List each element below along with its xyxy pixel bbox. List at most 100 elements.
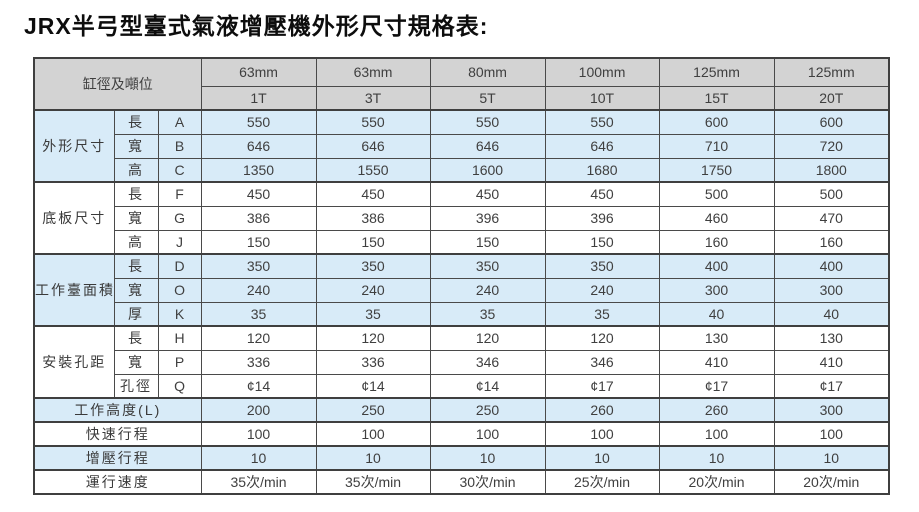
value-cell: 1550 [315,157,431,183]
value-cell: 100 [544,421,660,447]
value-cell: 450 [544,181,660,207]
value-cell: 1800 [773,157,890,183]
value-cell: 396 [429,205,546,231]
value-cell: 100 [773,421,890,447]
value-cell: 130 [773,325,890,351]
value-cell: 240 [544,277,660,303]
dim-label-cell: 孔徑 [113,373,159,399]
dim-label-cell: 寬 [113,277,159,303]
value-cell: 160 [658,229,775,255]
value-cell: 120 [200,325,317,351]
code-cell: Q [157,373,202,399]
value-cell: 240 [429,277,546,303]
group-label-cell: 底板尺寸 [33,181,115,255]
table-row: 增壓行程 10 10 10 10 10 10 [33,445,890,471]
code-cell: O [157,277,202,303]
dim-label-cell: 厚 [113,301,159,327]
value-cell: 646 [544,133,660,159]
value-cell: 100 [429,421,546,447]
value-cell: 130 [658,325,775,351]
header-bore-cell: 100mm [544,57,660,87]
dim-label-cell: 長 [113,325,159,351]
value-cell: 300 [773,397,890,423]
value-cell: 10 [200,445,317,471]
value-cell: 500 [658,181,775,207]
value-cell: 35 [315,301,431,327]
table-row: 寬 B 646 646 646 646 710 720 [34,133,890,159]
table-row: 高 J 150 150 150 150 160 160 [34,229,890,255]
dim-label-cell: 高 [113,229,159,255]
code-cell: P [157,349,202,375]
header-bore-cell: 125mm [773,57,890,87]
value-cell: 100 [658,421,775,447]
value-cell: 25次/min [544,469,660,495]
footer-label-cell: 工作高度(L) [33,397,202,423]
value-cell: 35 [544,301,660,327]
value-cell: 336 [200,349,317,375]
value-cell: 550 [544,109,660,135]
value-cell: ¢17 [773,373,890,399]
value-cell: 260 [544,397,660,423]
value-cell: 720 [773,133,890,159]
value-cell: 150 [315,229,431,255]
value-cell: 450 [200,181,317,207]
value-cell: 550 [315,109,431,135]
value-cell: ¢17 [658,373,775,399]
dim-label-cell: 高 [113,157,159,183]
value-cell: 150 [544,229,660,255]
value-cell: 35 [200,301,317,327]
code-cell: D [157,253,202,279]
value-cell: 100 [200,421,317,447]
value-cell: 410 [773,349,890,375]
value-cell: 20次/min [658,469,775,495]
header-tonnage-cell: 15T [658,85,775,111]
value-cell: 240 [200,277,317,303]
value-cell: 30次/min [429,469,546,495]
table-row: 寬 G 386 386 396 396 460 470 [34,205,890,231]
value-cell: 300 [658,277,775,303]
value-cell: 35次/min [200,469,317,495]
value-cell: 600 [773,109,890,135]
table-row: 外形尺寸長 A 550 550 550 550 600 600 [33,109,890,183]
footer-label-cell: 運行速度 [33,469,202,495]
value-cell: 350 [429,253,546,279]
value-cell: 350 [544,253,660,279]
table-row: 孔徑 Q ¢14 ¢14 ¢14 ¢17 ¢17 ¢17 [34,373,890,399]
value-cell: 410 [658,349,775,375]
value-cell: 300 [773,277,890,303]
value-cell: 250 [429,397,546,423]
header-tonnage-cell: 3T [315,85,431,111]
table-row: 運行速度 35次/min 35次/min 30次/min 25次/min 20次/min 2… [33,469,890,495]
value-cell: ¢17 [544,373,660,399]
value-cell: 120 [544,325,660,351]
group-label-cell: 安裝孔距 [33,325,115,399]
value-cell: 10 [544,445,660,471]
value-cell: 1750 [658,157,775,183]
code-cell: B [157,133,202,159]
value-cell: 260 [658,397,775,423]
value-cell: 386 [200,205,317,231]
table-row: 寬 O 240 240 240 240 300 300 [34,277,890,303]
value-cell: 1350 [200,157,317,183]
header-bore-cell: 125mm [658,57,775,87]
group-label-cell: 外形尺寸 [33,109,115,183]
value-cell: 396 [544,205,660,231]
value-cell: 35 [429,301,546,327]
value-cell: ¢14 [200,373,317,399]
value-cell: 500 [773,181,890,207]
value-cell: 350 [200,253,317,279]
dim-label-cell: 寬 [113,205,159,231]
value-cell: 120 [429,325,546,351]
code-cell: J [157,229,202,255]
page-title: JRX半弓型臺式氣液增壓機外形尺寸規格表: [24,13,489,39]
code-cell: C [157,157,202,183]
table-row: 寬 P 336 336 346 346 410 410 [34,349,890,375]
code-cell: F [157,181,202,207]
value-cell: 460 [658,205,775,231]
value-cell: 386 [315,205,431,231]
value-cell: 10 [429,445,546,471]
value-cell: 250 [315,397,431,423]
dim-label-cell: 長 [113,253,159,279]
dim-label-cell: 長 [113,109,159,135]
